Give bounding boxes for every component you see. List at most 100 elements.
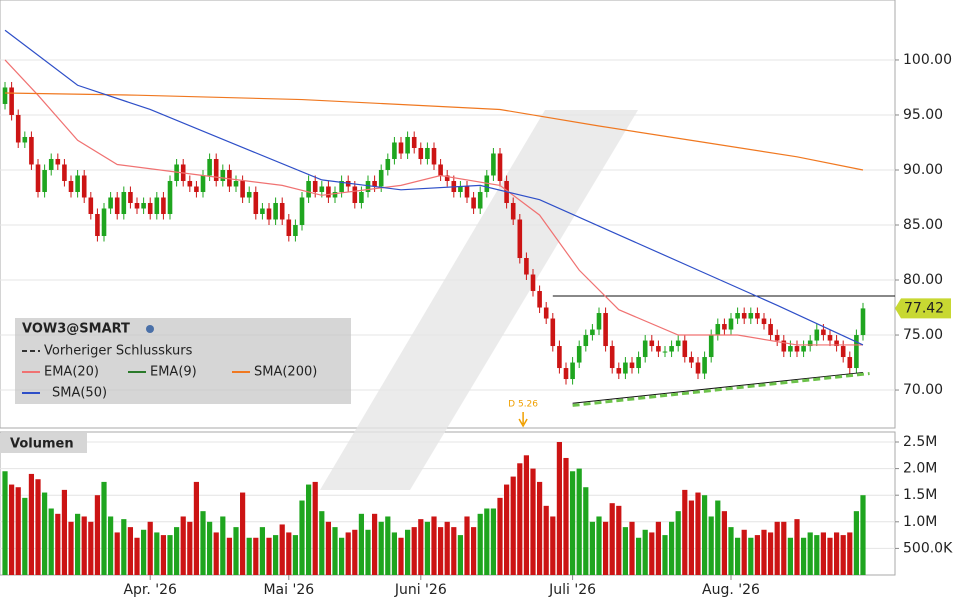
candle-body [576, 346, 582, 363]
candle-body [840, 346, 846, 358]
candle-body [821, 329, 826, 336]
candle-body [860, 308, 866, 336]
candle-body [814, 329, 820, 341]
volume-bar [734, 537, 741, 575]
volume-bar [622, 527, 628, 575]
candle-body [669, 346, 674, 352]
volume-bar [127, 527, 134, 575]
volume-bar [616, 505, 622, 575]
x-tick-label: Mai '26 [263, 582, 314, 598]
candle-body [378, 169, 384, 187]
volume-bar [715, 500, 721, 575]
y-tick-label: 1.5M [903, 487, 937, 503]
volume-bar [787, 537, 793, 575]
candle-body [794, 346, 800, 352]
volume-bar [794, 519, 800, 575]
candle-body [385, 158, 391, 170]
candle-body [761, 318, 767, 325]
volume-bar [655, 521, 661, 575]
volume-bar [517, 463, 523, 575]
candle-body [590, 329, 595, 336]
candle-body [392, 142, 397, 159]
volume-bar [358, 513, 365, 575]
volume-bar [589, 521, 595, 575]
candle-body [147, 202, 153, 214]
candle-body [524, 258, 529, 275]
candle-body [596, 313, 602, 330]
candle-body [405, 136, 410, 154]
candle-body [306, 180, 311, 198]
candle-body [29, 136, 34, 165]
volume-bar [682, 489, 688, 575]
candle-body [695, 362, 701, 374]
candle-body [603, 313, 608, 347]
candle-body [781, 340, 787, 352]
y-tick-label: 90.00 [903, 162, 943, 178]
volume-bar [675, 511, 681, 575]
candle-body [497, 153, 503, 181]
volume-bar [576, 468, 582, 575]
volume-bar [286, 532, 292, 575]
volume-bar [2, 471, 8, 575]
candle-body [2, 87, 8, 104]
volume-bar [81, 516, 87, 575]
volume-bar [68, 521, 74, 575]
candle-body [359, 191, 364, 203]
y-tick-label: 95.00 [903, 107, 943, 123]
x-tick-label: Aug. '26 [702, 582, 760, 598]
last-price-label: 77.42 [904, 300, 944, 316]
candle-body [458, 186, 463, 192]
candle-body [108, 197, 113, 209]
volume-bar [662, 535, 668, 575]
volume-bar [629, 521, 635, 575]
candle-body [788, 346, 793, 352]
candle-body [187, 180, 193, 187]
volume-title: Volumen [10, 437, 74, 452]
candle-body [372, 180, 377, 187]
volume-bar [365, 529, 371, 575]
volume-bar [372, 513, 378, 575]
candle-body [88, 197, 94, 214]
volume-bar [438, 527, 444, 575]
candle-body [774, 335, 780, 341]
volume-bar [28, 473, 35, 575]
candle-body [510, 202, 516, 220]
y-tick-label: 2.5M [903, 434, 937, 450]
candle-body [279, 202, 285, 220]
candle-body [9, 87, 14, 115]
y-tick-label: 85.00 [903, 217, 943, 233]
volume-bar [754, 535, 760, 575]
y-tick-label: 2.0M [903, 461, 937, 477]
volume-bar [847, 532, 853, 575]
candle-body [834, 340, 839, 347]
candle-body [299, 197, 305, 226]
candle-body [550, 318, 556, 347]
volume-bar [114, 532, 120, 575]
candle-body [200, 175, 206, 192]
candle-body [616, 368, 622, 374]
volume-bar [807, 532, 813, 575]
candle-body [233, 180, 239, 187]
volume-bar [523, 455, 530, 575]
candle-body [517, 219, 523, 259]
candle-body [735, 313, 740, 319]
volume-bar [609, 503, 615, 575]
volume-bar [424, 521, 431, 575]
volume-bar [748, 537, 754, 575]
y-tick-label: 80.00 [903, 272, 943, 288]
candle-body [213, 158, 219, 181]
volume-bar [457, 535, 464, 575]
candle-body [42, 169, 47, 192]
volume-bar [220, 516, 226, 575]
volume-bar [187, 521, 193, 575]
volume-bar [15, 487, 21, 575]
candle-body [609, 346, 615, 369]
candle-body [728, 318, 734, 330]
y-tick-label: 500.0K [903, 540, 953, 556]
legend-title: VOW3@SMART [22, 322, 130, 337]
volume-bar [431, 516, 437, 575]
candle-body [682, 340, 688, 358]
legend-box [15, 318, 351, 404]
volume-bar [774, 521, 780, 575]
y-tick-label: 1.0M [903, 514, 937, 530]
